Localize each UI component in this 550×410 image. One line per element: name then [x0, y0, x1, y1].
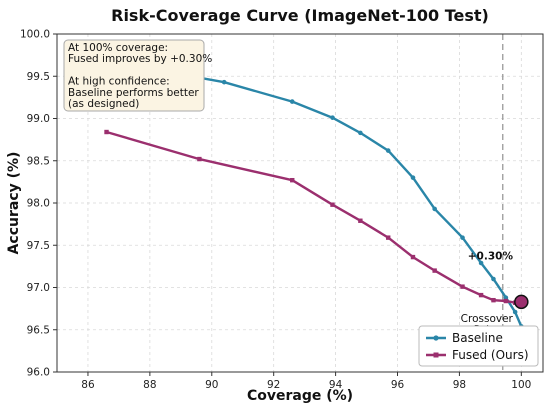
series-line: [106, 130, 522, 304]
tick-layer: 86 88 90 92 94 96 98 100 96.0 96.5 97.0 97.5 98.0 98.…: [20, 29, 531, 392]
chart-title: Risk-Coverage Curve (ImageNet-100 Test): [111, 6, 489, 25]
y-tick-label: 100.0: [20, 29, 50, 41]
delta-label: +0.30%: [468, 251, 514, 263]
data-point: [330, 115, 335, 120]
data-point: [197, 156, 202, 162]
y-tick-label: 99.0: [27, 113, 50, 125]
x-tick-label: 90: [205, 379, 218, 391]
y-tick-label: 96.5: [27, 324, 50, 336]
data-point: [330, 202, 335, 207]
y-tick-label: 97.5: [27, 240, 50, 252]
data-point: [410, 175, 416, 180]
data-point: [432, 206, 437, 212]
series-line: [106, 59, 523, 327]
annotation-line: Fused improves by +0.30%: [68, 53, 212, 65]
data-point: [503, 295, 509, 300]
y-tick-label: 98.0: [27, 198, 50, 210]
y-tick-label: 99.5: [27, 71, 50, 83]
legend-box: [418, 325, 539, 367]
x-tick-label: 86: [81, 379, 95, 391]
series-fused: [104, 129, 524, 305]
legend-label: Baseline: [452, 331, 503, 345]
data-point: [491, 276, 496, 282]
data-point: [221, 79, 227, 85]
data-point: [478, 260, 484, 266]
y-tick-label: 96.0: [27, 367, 50, 379]
y-tick-label: 98.5: [27, 155, 50, 167]
x-axis-title: Coverage (%): [247, 388, 353, 404]
data-point: [432, 268, 437, 273]
data-point: [460, 235, 465, 240]
x-tick-label: 92: [267, 379, 280, 391]
legend-marker: [433, 335, 439, 341]
legend-label: Fused (Ours): [452, 348, 529, 362]
annotation-line: Baseline performs better: [68, 87, 199, 99]
data-point: [104, 129, 109, 135]
data-point: [460, 284, 465, 289]
data-point: [289, 99, 295, 104]
crossover-label: Crossover: [461, 313, 514, 325]
highlight-point: [514, 294, 529, 310]
data-point: [512, 309, 518, 315]
x-tick-label: 96: [391, 379, 405, 391]
x-tick-label: 98: [453, 379, 466, 391]
annotation-line: At high confidence:: [68, 76, 170, 88]
x-tick-label: 100: [511, 379, 531, 391]
annotation-line: At 100% coverage:: [68, 42, 168, 54]
annotation-box: [63, 39, 205, 112]
legend-marker: [433, 352, 439, 358]
y-axis-title: Accuracy (%): [6, 152, 22, 255]
x-tick-label: 94: [329, 379, 343, 391]
data-point: [386, 235, 391, 240]
data-point: [358, 218, 363, 223]
annotation-layer: +0.30%CrossoverPointAt 100% coverage:Fus…: [63, 39, 529, 336]
series-layer: [104, 58, 524, 329]
legend: Baseline Fused (Ours): [418, 325, 539, 367]
data-point: [503, 298, 509, 304]
data-point: [410, 254, 416, 260]
data-point: [478, 292, 484, 298]
x-tick-label: 88: [143, 379, 156, 391]
data-point: [358, 130, 363, 136]
data-point: [290, 177, 295, 183]
data-point: [385, 148, 391, 153]
annotation-line: (as designed): [68, 98, 139, 110]
y-tick-label: 97.0: [27, 282, 50, 294]
data-point: [491, 297, 496, 303]
